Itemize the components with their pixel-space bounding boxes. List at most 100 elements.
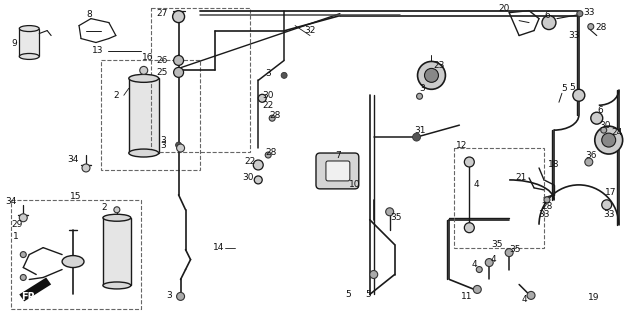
- Bar: [101, 60, 201, 170]
- Circle shape: [172, 11, 184, 23]
- Circle shape: [82, 164, 90, 172]
- Text: 31: 31: [414, 126, 425, 135]
- Text: 3: 3: [167, 291, 172, 300]
- Text: 4: 4: [521, 295, 527, 304]
- Text: 33: 33: [583, 8, 594, 17]
- Text: 30: 30: [599, 121, 611, 130]
- Text: 1: 1: [13, 232, 19, 241]
- Text: 9: 9: [11, 39, 17, 48]
- Text: 2: 2: [113, 91, 119, 100]
- Text: 5: 5: [569, 83, 575, 92]
- Circle shape: [281, 72, 287, 78]
- Circle shape: [20, 252, 26, 258]
- Text: 30: 30: [263, 91, 274, 100]
- Text: 15: 15: [70, 192, 82, 201]
- Text: 11: 11: [461, 292, 472, 301]
- Text: 34: 34: [6, 197, 17, 206]
- Text: 3: 3: [161, 136, 167, 145]
- Bar: [11, 200, 140, 309]
- Circle shape: [253, 160, 263, 170]
- Circle shape: [255, 176, 262, 184]
- Text: 17: 17: [605, 188, 616, 197]
- Circle shape: [585, 158, 593, 166]
- Text: 34: 34: [67, 156, 79, 164]
- Circle shape: [595, 126, 623, 154]
- Text: 20: 20: [498, 4, 510, 13]
- Circle shape: [601, 127, 607, 133]
- Circle shape: [544, 197, 550, 203]
- Circle shape: [465, 157, 474, 167]
- Text: 22: 22: [245, 157, 256, 166]
- Text: 5: 5: [561, 84, 567, 93]
- Circle shape: [177, 292, 184, 300]
- Text: 10: 10: [349, 180, 361, 189]
- Circle shape: [485, 259, 493, 267]
- Text: 7: 7: [335, 150, 340, 160]
- Circle shape: [265, 152, 271, 158]
- Circle shape: [527, 292, 535, 300]
- Text: 36: 36: [585, 150, 596, 160]
- Circle shape: [114, 207, 120, 213]
- Text: 22: 22: [263, 101, 274, 110]
- Circle shape: [418, 61, 445, 89]
- Circle shape: [258, 94, 266, 102]
- Ellipse shape: [129, 74, 159, 82]
- Text: 35: 35: [390, 213, 401, 222]
- Text: 35: 35: [492, 240, 503, 249]
- Text: 24: 24: [611, 128, 623, 137]
- Text: 16: 16: [142, 53, 154, 62]
- Circle shape: [416, 93, 423, 99]
- Text: 26: 26: [156, 56, 167, 65]
- Circle shape: [174, 68, 184, 77]
- Text: 32: 32: [304, 26, 316, 35]
- Text: 3: 3: [265, 69, 271, 78]
- Text: 33: 33: [568, 31, 579, 40]
- Circle shape: [269, 115, 275, 121]
- Text: 33: 33: [538, 210, 550, 219]
- Circle shape: [542, 16, 556, 29]
- Ellipse shape: [62, 256, 84, 268]
- Text: 8: 8: [86, 10, 92, 19]
- Text: 3: 3: [419, 84, 425, 93]
- Text: 4: 4: [473, 180, 479, 189]
- Polygon shape: [19, 277, 51, 301]
- Circle shape: [370, 270, 377, 278]
- Circle shape: [20, 275, 26, 280]
- Circle shape: [573, 89, 585, 101]
- Text: 35: 35: [509, 245, 521, 254]
- Text: FR.: FR.: [21, 292, 40, 302]
- Circle shape: [174, 55, 184, 65]
- Bar: [150, 8, 250, 152]
- Text: 28: 28: [541, 202, 552, 211]
- FancyBboxPatch shape: [326, 161, 350, 181]
- Circle shape: [602, 133, 616, 147]
- Text: 5: 5: [365, 290, 371, 299]
- Text: 29: 29: [12, 220, 23, 229]
- Ellipse shape: [19, 53, 40, 60]
- Ellipse shape: [103, 214, 131, 221]
- Text: 28: 28: [270, 111, 281, 120]
- Bar: [129, 78, 159, 153]
- Circle shape: [505, 249, 513, 257]
- Text: 28: 28: [265, 148, 277, 156]
- Text: 6: 6: [544, 11, 550, 20]
- Text: 27: 27: [156, 9, 167, 18]
- Circle shape: [602, 200, 612, 210]
- Text: 30: 30: [243, 173, 254, 182]
- Circle shape: [177, 144, 184, 152]
- FancyBboxPatch shape: [316, 153, 359, 189]
- Text: 19: 19: [588, 293, 599, 302]
- Text: 5: 5: [345, 290, 350, 299]
- Ellipse shape: [103, 282, 131, 289]
- Bar: [103, 218, 131, 285]
- Bar: [455, 148, 544, 248]
- Text: 4: 4: [472, 260, 477, 269]
- Circle shape: [587, 24, 594, 29]
- Text: 25: 25: [156, 68, 167, 77]
- Ellipse shape: [129, 149, 159, 157]
- Circle shape: [386, 208, 394, 216]
- Bar: [19, 28, 40, 56]
- Circle shape: [591, 112, 603, 124]
- Text: 2: 2: [101, 203, 107, 212]
- Text: 12: 12: [456, 140, 467, 149]
